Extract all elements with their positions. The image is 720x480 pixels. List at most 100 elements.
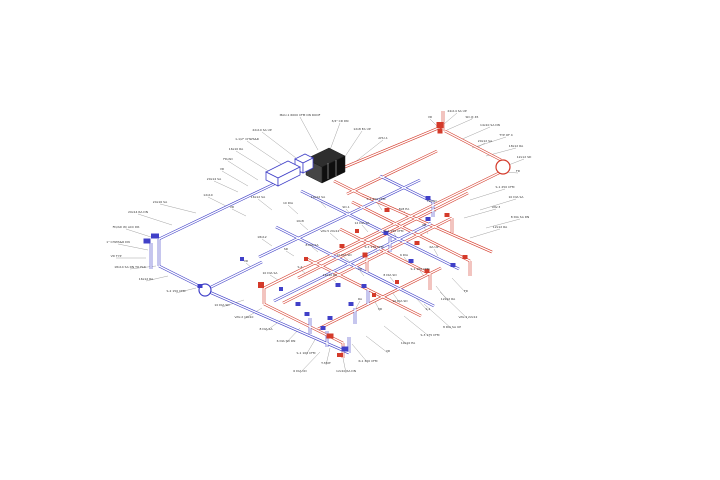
- leader-line: [137, 213, 173, 226]
- leader-line: [439, 291, 469, 320]
- annotation-label: 20x14 SA: [207, 177, 222, 181]
- duct-core: [206, 290, 350, 354]
- return-diffuser: [327, 316, 333, 320]
- annotation-label: S-2: [298, 265, 303, 269]
- leader-line: [257, 198, 273, 211]
- return-diffuser: [151, 233, 159, 239]
- leader-line: [403, 256, 409, 263]
- return-diffuser: [425, 217, 431, 221]
- leader-line: [359, 270, 365, 277]
- duct-core: [317, 267, 442, 330]
- annotation-label: 16x12 SA: [251, 195, 266, 199]
- return-diffuser: [240, 257, 244, 261]
- duct-core: [346, 150, 438, 195]
- leader-line: [469, 228, 501, 239]
- leader-line: [265, 317, 285, 332]
- leader-line: [479, 198, 517, 211]
- duct-core: [444, 130, 502, 161]
- annotation-label: VD: [378, 307, 383, 311]
- return-diffuser: [341, 346, 349, 352]
- supply-fitting: [339, 244, 345, 248]
- leader-line: [269, 274, 279, 281]
- leader-line: [329, 122, 341, 151]
- annotation-label: S-2 150 CFM: [167, 289, 186, 293]
- return-diffuser: [320, 326, 326, 330]
- annotation-label: 14x10 SA DN: [480, 123, 500, 127]
- annotation-label: 6 DIA: [400, 253, 409, 257]
- supply-fitting: [372, 293, 376, 297]
- duct-core: [339, 228, 431, 275]
- supply-fitting: [444, 213, 450, 217]
- leader-line: [299, 351, 321, 374]
- annotation-label: 8 DIA SA: [305, 243, 319, 247]
- return-diffuser: [361, 284, 367, 288]
- annotation-label: 1-1/2" CHWS&R: [235, 137, 259, 141]
- leader-line: [403, 315, 431, 338]
- annotation-label: VD: [386, 349, 391, 353]
- duct-riser-box: [302, 157, 314, 174]
- annotation-label: 8 DIA SA UP: [443, 325, 461, 329]
- annotation-label: 10x10 EA: [401, 341, 416, 345]
- annotation-label: FD/AD W/ ACC DR: [113, 225, 140, 229]
- annotation-label: SD: [284, 247, 289, 251]
- annotation-label: AHU-1: [378, 136, 388, 140]
- leader-line: [261, 238, 273, 247]
- annotation-label: R-2 150 CFM: [385, 229, 404, 233]
- return-diffuser: [408, 259, 414, 263]
- return-diffuser: [425, 196, 431, 200]
- annotation-label: 16x12 RA: [139, 277, 154, 281]
- leader-line: [463, 208, 497, 219]
- supply-fitting: [414, 241, 420, 245]
- supply-fitting: [355, 229, 359, 233]
- annotation-label: RA: [358, 297, 363, 301]
- leader-line: [305, 337, 317, 356]
- leader-line: [471, 136, 507, 149]
- leader-line: [227, 160, 259, 181]
- annotation-label: 20x12 SA: [478, 139, 493, 143]
- leader-line: [355, 300, 361, 309]
- annotation-label: 8 DIA SD: [383, 273, 397, 277]
- annotation-label: S-1 250 CFM: [496, 185, 515, 189]
- annotation-label: VAV-3: [492, 205, 501, 209]
- annotation-label: 20x14 RA DN: [128, 210, 148, 214]
- annotation-label: 1" CHWS&R DN: [106, 240, 129, 244]
- return-diffuser: [295, 302, 301, 306]
- annotation-label: 8x8 EA: [399, 207, 410, 211]
- leader-line: [175, 287, 197, 294]
- leader-line: [389, 276, 395, 283]
- leader-line: [325, 347, 331, 366]
- annotation-label: 12 DIA SA: [355, 221, 371, 225]
- return-diffuser: [197, 284, 203, 288]
- annotation-label: 24x16 SA: [153, 200, 168, 204]
- annotation-label: VAV-5 20x12: [321, 229, 340, 233]
- supply-fitting: [436, 122, 444, 128]
- leader-line: [443, 112, 458, 125]
- annotation-label: VD: [230, 205, 235, 209]
- duct-elbow: [495, 159, 511, 175]
- duct-core: [339, 126, 442, 170]
- annotation-label: 10 DIA SD: [336, 253, 352, 257]
- supply-fitting: [462, 255, 468, 259]
- duct-core: [361, 194, 493, 253]
- leader-line: [329, 232, 339, 241]
- annotation-label: 16x10 RA: [229, 147, 244, 151]
- annotation-label: S-1: [426, 307, 431, 311]
- leader-line: [423, 303, 453, 330]
- annotation-label: 10 DIA SA: [263, 271, 279, 275]
- annotation-label: VAV-2 16x10: [235, 315, 254, 319]
- annotation-label: 10 DIA: [283, 201, 294, 205]
- annotation-label: 10 DIA SD: [214, 303, 230, 307]
- leader-line: [235, 150, 271, 173]
- annotation-label: FD: [516, 169, 521, 173]
- annotation-label: 16x10 RA: [323, 273, 338, 277]
- leader-line: [365, 335, 389, 354]
- duct-core: [297, 192, 469, 279]
- leader-line: [469, 188, 506, 201]
- annotation-label: 8 DIA SA: [259, 327, 273, 331]
- supply-fitting: [337, 353, 343, 357]
- annotation-label: 12x12 SD: [517, 155, 532, 159]
- duct-core: [258, 179, 421, 258]
- leader-line: [415, 297, 429, 312]
- annotation-label: SD-1: [342, 205, 349, 209]
- leader-line: [451, 277, 467, 294]
